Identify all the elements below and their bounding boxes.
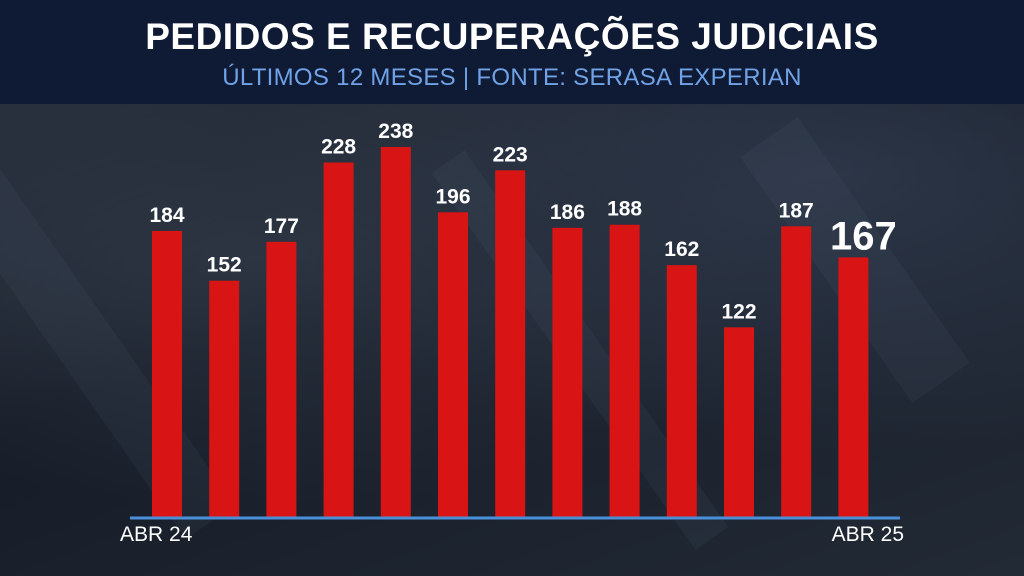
value-label-10: 122 — [721, 300, 756, 323]
value-label-7: 186 — [550, 201, 585, 224]
value-label-3: 228 — [321, 136, 356, 159]
chart-header: PEDIDOS E RECUPERAÇÕES JUDICIAIS ÚLTIMOS… — [0, 0, 1024, 104]
bar-6 — [495, 170, 526, 517]
value-label-1: 152 — [207, 254, 242, 277]
bar-4 — [380, 147, 411, 517]
chart-title: PEDIDOS E RECUPERAÇÕES JUDICIAIS — [145, 16, 879, 57]
bar-2 — [266, 241, 297, 517]
bar-5 — [438, 212, 468, 517]
x-tick-label-start: ABR 24 — [120, 523, 193, 546]
value-label-11: 187 — [779, 199, 814, 222]
value-label-2: 177 — [264, 215, 299, 238]
value-label-12: 167 — [830, 214, 897, 258]
bar-8 — [609, 224, 640, 518]
bar-0 — [152, 230, 182, 517]
bar-11 — [781, 226, 812, 518]
bar-3 — [323, 162, 354, 518]
bar-7 — [552, 227, 583, 517]
bar-12 — [838, 257, 869, 517]
bar-10 — [724, 327, 754, 517]
value-label-9: 162 — [664, 238, 699, 261]
bar-1 — [209, 280, 240, 517]
chart-subtitle: ÚLTIMOS 12 MESES | FONTE: SERASA EXPERIA… — [222, 64, 802, 91]
value-label-8: 188 — [607, 198, 642, 221]
value-label-0: 184 — [149, 204, 184, 227]
x-tick-label-end: ABR 25 — [832, 523, 904, 546]
bar-9 — [666, 265, 697, 517]
value-label-4: 238 — [378, 120, 413, 143]
value-label-6: 223 — [493, 143, 528, 166]
value-label-5: 196 — [435, 185, 470, 208]
